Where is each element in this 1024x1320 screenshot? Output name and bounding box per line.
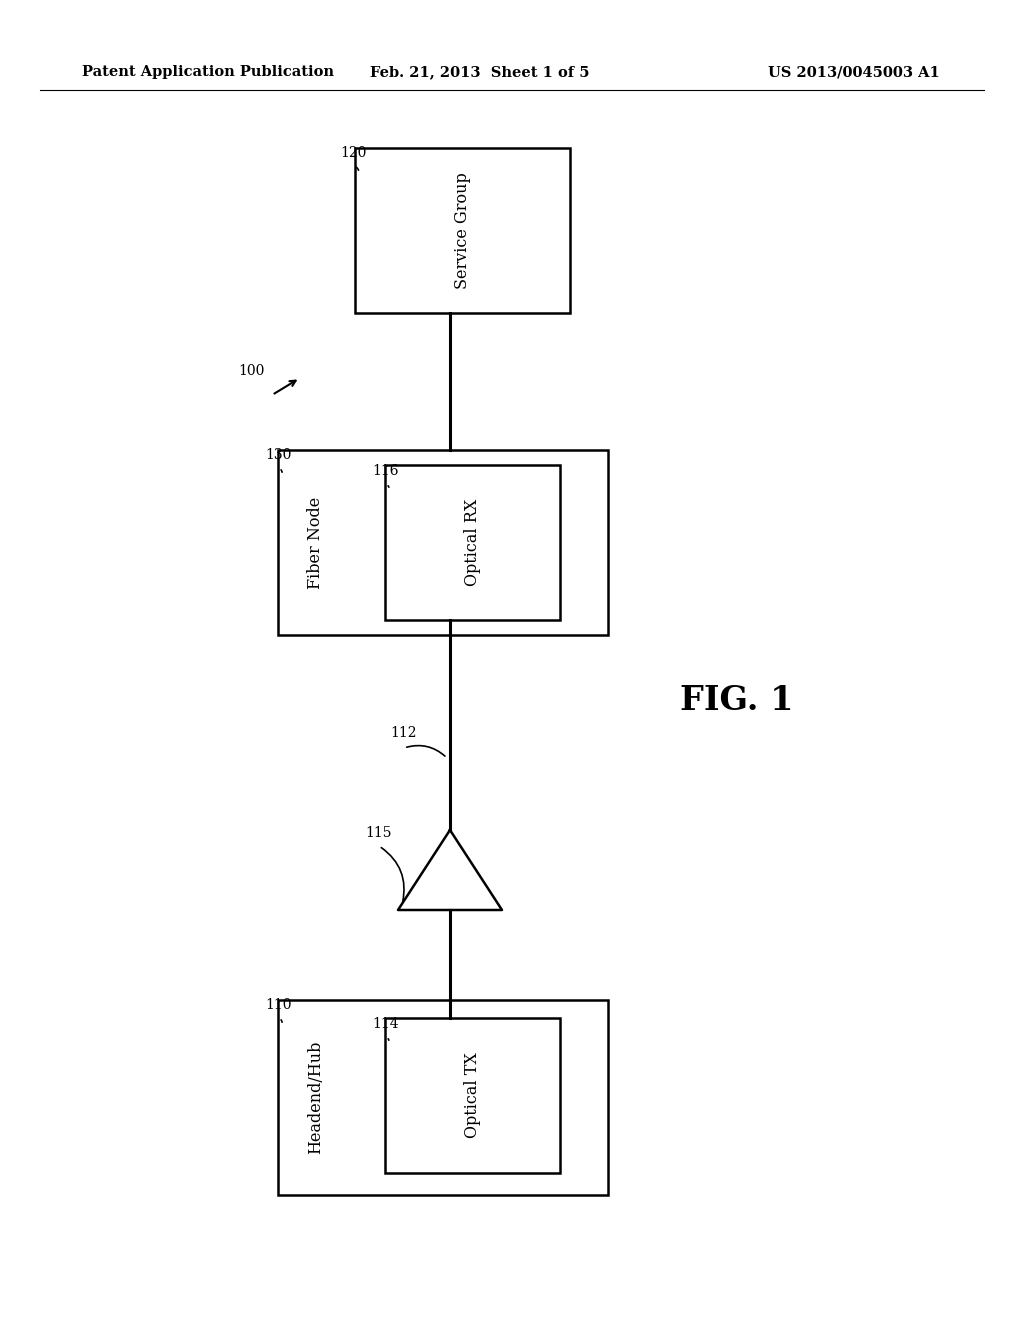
Bar	[355, 148, 570, 313]
Bar	[278, 450, 608, 635]
Text: Fiber Node: Fiber Node	[307, 496, 325, 589]
Text: 120: 120	[340, 147, 367, 160]
Bar	[385, 1018, 560, 1173]
Text: Feb. 21, 2013  Sheet 1 of 5: Feb. 21, 2013 Sheet 1 of 5	[371, 65, 590, 79]
Text: FIG. 1: FIG. 1	[680, 684, 794, 717]
Text: Optical TX: Optical TX	[464, 1052, 481, 1138]
Text: 114: 114	[372, 1016, 398, 1031]
Text: 130: 130	[265, 447, 292, 462]
Text: Optical RX: Optical RX	[464, 499, 481, 586]
Text: 116: 116	[372, 465, 398, 478]
Text: 100: 100	[238, 364, 264, 378]
Text: 110: 110	[265, 998, 292, 1012]
Text: US 2013/0045003 A1: US 2013/0045003 A1	[768, 65, 940, 79]
Bar	[385, 465, 560, 620]
Text: Service Group: Service Group	[454, 172, 471, 289]
Text: Headend/Hub: Headend/Hub	[307, 1040, 325, 1154]
Text: 112: 112	[390, 726, 417, 741]
Text: Patent Application Publication: Patent Application Publication	[82, 65, 334, 79]
Bar	[278, 1001, 608, 1195]
Text: 115: 115	[365, 826, 391, 840]
